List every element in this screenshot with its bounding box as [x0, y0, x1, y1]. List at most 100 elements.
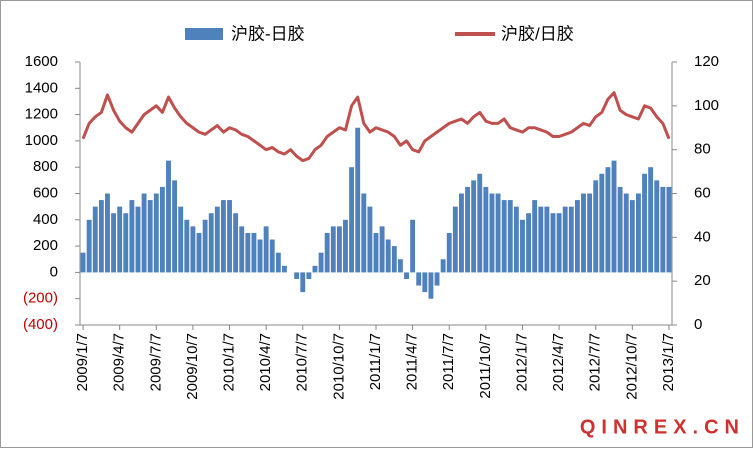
y-tick-label: 0	[50, 263, 58, 280]
bar	[105, 193, 110, 273]
bar	[190, 226, 196, 273]
x-tick-label: 2011/10/7	[477, 333, 494, 399]
bar	[184, 219, 190, 273]
bar	[269, 239, 275, 273]
x-tick-label: 2009/10/7	[184, 333, 201, 400]
bar	[635, 193, 641, 273]
bar	[294, 272, 300, 279]
bar	[227, 200, 232, 273]
y-tick-label: 400	[33, 211, 58, 228]
bar	[397, 259, 403, 273]
bar	[208, 213, 214, 273]
bar	[379, 226, 385, 273]
x-tick-label: 2010/1/7	[220, 333, 237, 391]
bar	[282, 265, 287, 273]
bar	[306, 272, 312, 279]
y-tick-label: 600	[33, 184, 58, 201]
bar	[459, 193, 464, 273]
y-tick-label: 1000	[25, 132, 58, 149]
bar	[526, 213, 532, 273]
bar	[471, 180, 477, 273]
bar	[373, 232, 379, 273]
bar	[129, 200, 135, 273]
bar	[452, 206, 458, 273]
y2-tick-label: 120	[694, 53, 719, 70]
x-tick-label: 2012/7/7	[587, 333, 604, 391]
bar	[599, 173, 605, 273]
bar	[367, 206, 373, 273]
bar	[336, 226, 342, 273]
bar	[361, 193, 367, 273]
bar	[660, 186, 666, 273]
bar	[257, 239, 263, 273]
bar	[434, 272, 440, 286]
x-tick-label: 2010/4/7	[257, 333, 274, 391]
x-tick-label: 2012/1/7	[513, 333, 530, 391]
bar	[324, 232, 330, 273]
bar	[654, 180, 660, 273]
x-tick-label: 2012/10/7	[623, 333, 640, 400]
bar	[159, 186, 165, 273]
x-tick-label: 2013/1/7	[660, 333, 677, 391]
y-tick-label: (400)	[23, 316, 58, 333]
y2-tick-label: 40	[694, 228, 711, 245]
bar	[617, 186, 623, 273]
bar	[153, 193, 159, 273]
bar	[330, 226, 336, 273]
bar	[629, 200, 635, 273]
bar	[446, 232, 452, 273]
y2-tick-label: 20	[694, 272, 711, 289]
y2-tick-label: 100	[694, 97, 719, 114]
y-tick-label: 1200	[25, 106, 58, 123]
bar	[501, 200, 507, 273]
bar	[391, 246, 397, 273]
bar	[538, 206, 544, 273]
bar	[239, 226, 245, 273]
bar	[532, 200, 538, 273]
bar	[556, 213, 562, 273]
bar	[581, 193, 586, 273]
y-tick-label: 800	[33, 158, 58, 175]
y2-tick-label: 0	[694, 316, 702, 333]
bar	[404, 272, 409, 279]
x-tick-label: 2012/4/7	[550, 333, 567, 391]
legend-swatch	[185, 28, 223, 40]
bar	[166, 160, 171, 273]
x-tick-label: 2009/1/7	[74, 333, 91, 391]
bar	[343, 219, 348, 273]
bar	[135, 206, 141, 273]
x-tick-label: 2010/7/7	[294, 333, 311, 391]
x-tick-label: 2010/10/7	[330, 333, 347, 400]
bar	[593, 180, 599, 273]
bar	[300, 272, 306, 293]
bar	[349, 167, 355, 273]
bar	[605, 167, 611, 273]
bar	[92, 206, 98, 273]
legend-label: 沪胶-日胶	[231, 24, 305, 43]
bar	[587, 193, 593, 273]
bar	[98, 200, 104, 273]
bar	[275, 252, 281, 273]
bar	[86, 219, 92, 273]
bar	[489, 193, 495, 273]
watermark: QINREX.CN	[580, 416, 745, 438]
bar	[80, 252, 86, 273]
bar	[147, 200, 153, 273]
bar	[477, 173, 483, 273]
bar	[196, 232, 202, 273]
bar	[465, 186, 470, 273]
bar	[422, 272, 428, 293]
bar	[666, 186, 672, 273]
bar	[520, 219, 525, 273]
bar	[312, 265, 318, 273]
bar	[220, 200, 226, 273]
bar	[544, 206, 550, 273]
bar	[416, 272, 422, 286]
bar	[428, 272, 434, 299]
bar	[263, 226, 269, 273]
bar	[648, 167, 654, 273]
bar	[251, 232, 257, 273]
bar	[483, 186, 489, 273]
bar	[355, 127, 361, 273]
